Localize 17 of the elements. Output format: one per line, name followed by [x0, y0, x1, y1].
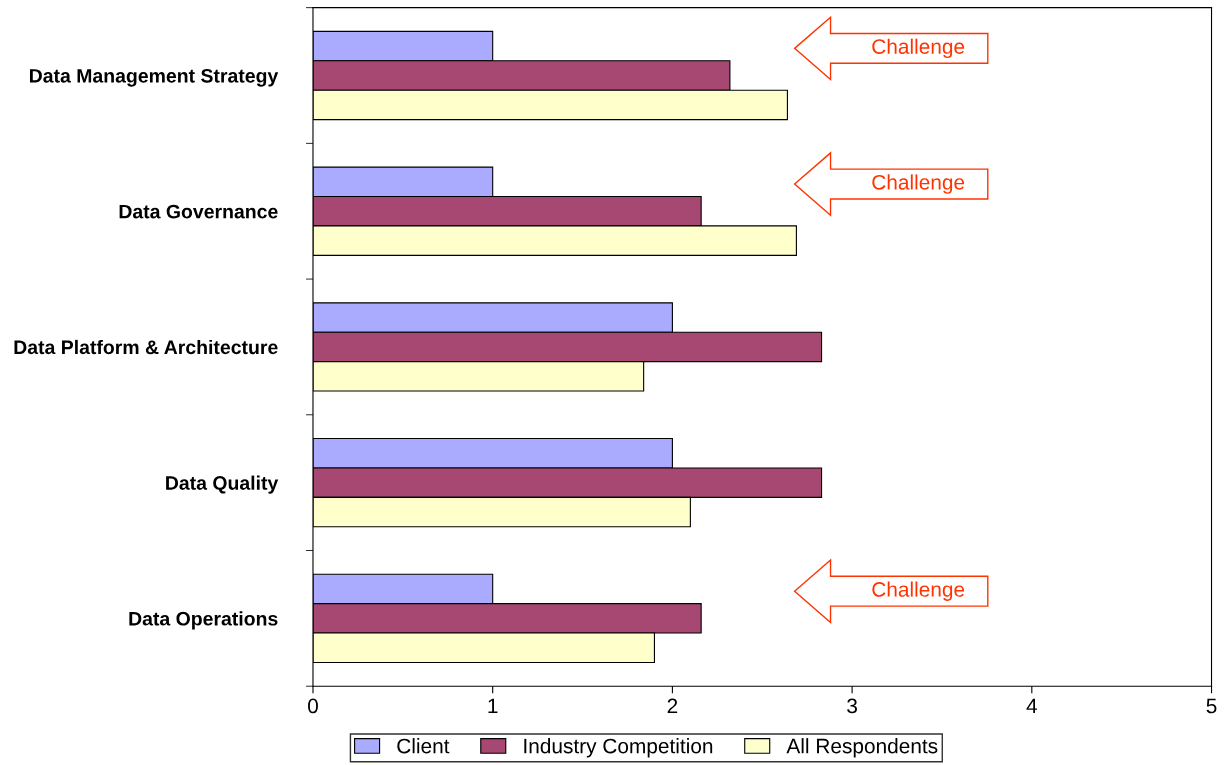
y-tick-label: Data Management Strategy — [29, 68, 279, 87]
x-tick-label: 2 — [667, 698, 678, 714]
legend-label: All Respondents — [786, 738, 938, 758]
annotation: Challenge — [872, 38, 965, 59]
x-tick-label: 1 — [488, 698, 498, 714]
y-tick-label: Data Quality — [166, 475, 279, 494]
annotation: Challenge — [872, 174, 965, 194]
y-tick-label: Data Operations — [129, 611, 278, 630]
x-tick-label: 3 — [847, 698, 857, 714]
legend-label: Client — [397, 738, 450, 754]
legend-label: Industry Competition — [524, 738, 713, 758]
x-tick-label: 4 — [1026, 698, 1037, 714]
annotation: Challenge — [872, 581, 965, 601]
y-tick-label: Data Governance — [119, 204, 278, 219]
x-tick-label: 0 — [308, 698, 318, 714]
x-tick-label: 5 — [1206, 698, 1217, 714]
y-tick-label: Data Platform & Architecture — [14, 339, 278, 355]
